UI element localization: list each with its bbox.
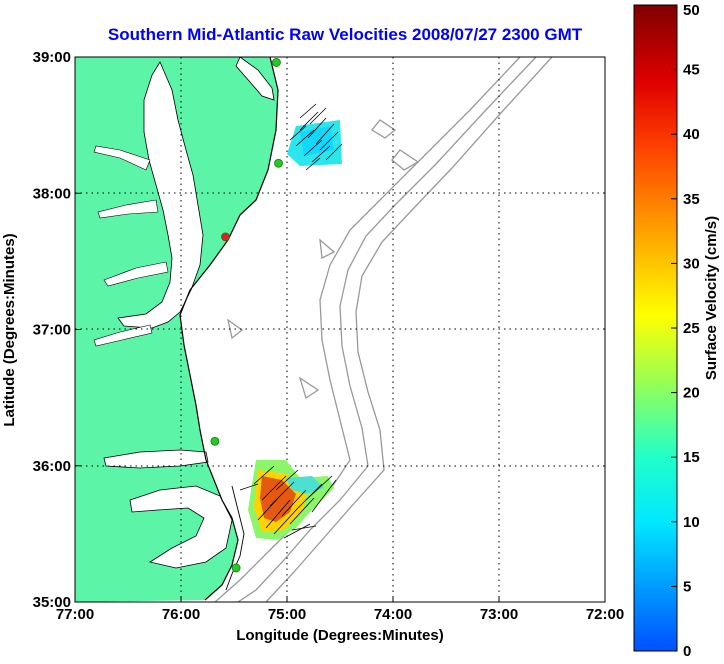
- colorbar: 0 5 10 15 20 25 30 35 40 45 50 Surface Velocity (c…: [633, 2, 720, 660]
- velocity-arrows-south: [239, 465, 337, 539]
- delaware-bay: [235, 57, 275, 101]
- colorbar-tick-label: 0: [683, 643, 691, 659]
- station-markers: [210, 58, 283, 573]
- x-axis-ticks: 77:00 76:00 75:00 74:00 73:00 72:00: [56, 596, 624, 623]
- colorbar-label: Surface Velocity (cm/s): [703, 216, 720, 380]
- tributary-west-4: [93, 324, 153, 347]
- velocity-region-south: [239, 460, 337, 540]
- station-marker: [231, 563, 241, 573]
- y-tick-label: 36:00: [33, 458, 71, 475]
- velocity-field-south-low: [286, 476, 324, 494]
- map-title: Southern Mid-Atlantic Raw Velocities 200…: [108, 25, 583, 44]
- x-tick-label: 75:00: [268, 606, 306, 623]
- colorbar-tick-label: 35: [683, 191, 700, 208]
- chesapeake-bay: [117, 61, 204, 329]
- colorbar-tick-label: 30: [683, 255, 700, 272]
- y-tick-label: 35:00: [33, 594, 71, 611]
- y-tick-label: 38:00: [33, 185, 71, 202]
- station-marker: [271, 58, 281, 67]
- colorbar-tick-label: 25: [683, 320, 700, 337]
- outer-banks: [225, 485, 245, 591]
- colorbar-ticks: 0 5 10 15 20 25 30 35 40 45 50: [671, 2, 700, 660]
- tributary-west-2: [97, 199, 159, 219]
- tributary-west-3: [103, 261, 169, 287]
- x-tick-label: 73:00: [480, 606, 518, 623]
- colorbar-gradient: [633, 4, 678, 652]
- albemarle-sound: [103, 449, 209, 469]
- plot-area: [74, 56, 606, 603]
- y-tick-label: 37:00: [33, 322, 71, 339]
- coastline: [179, 57, 279, 601]
- station-marker: [274, 158, 283, 168]
- colorbar-tick-label: 45: [683, 62, 700, 79]
- colorbar-tick-label: 20: [683, 385, 700, 402]
- x-axis-label: Longitude (Degrees:Minutes): [236, 627, 444, 644]
- colorbar-tick-label: 40: [683, 126, 700, 143]
- tributary-west-1: [93, 145, 151, 171]
- x-tick-label: 76:00: [162, 606, 200, 623]
- y-axis-label: Latitude (Degrees:Minutes): [1, 233, 18, 426]
- station-marker: [221, 232, 230, 242]
- x-tick-label: 72:00: [586, 606, 624, 623]
- velocity-region-north: [287, 103, 343, 171]
- colorbar-tick-label: 5: [683, 578, 691, 595]
- x-tick-label: 77:00: [56, 606, 94, 623]
- velocity-arrows-north: [289, 103, 343, 171]
- x-tick-label: 74:00: [374, 606, 412, 623]
- station-marker: [210, 436, 220, 446]
- colorbar-tick-label: 15: [683, 449, 700, 466]
- pamlico-sound: [129, 485, 233, 569]
- y-tick-label: 39:00: [33, 49, 71, 66]
- y-axis-ticks: 39:00 38:00 37:00 36:00 35:00: [33, 49, 81, 611]
- grid-lines: [75, 57, 605, 602]
- colorbar-tick-label: 50: [683, 2, 700, 19]
- colorbar-tick-label: 10: [683, 514, 700, 531]
